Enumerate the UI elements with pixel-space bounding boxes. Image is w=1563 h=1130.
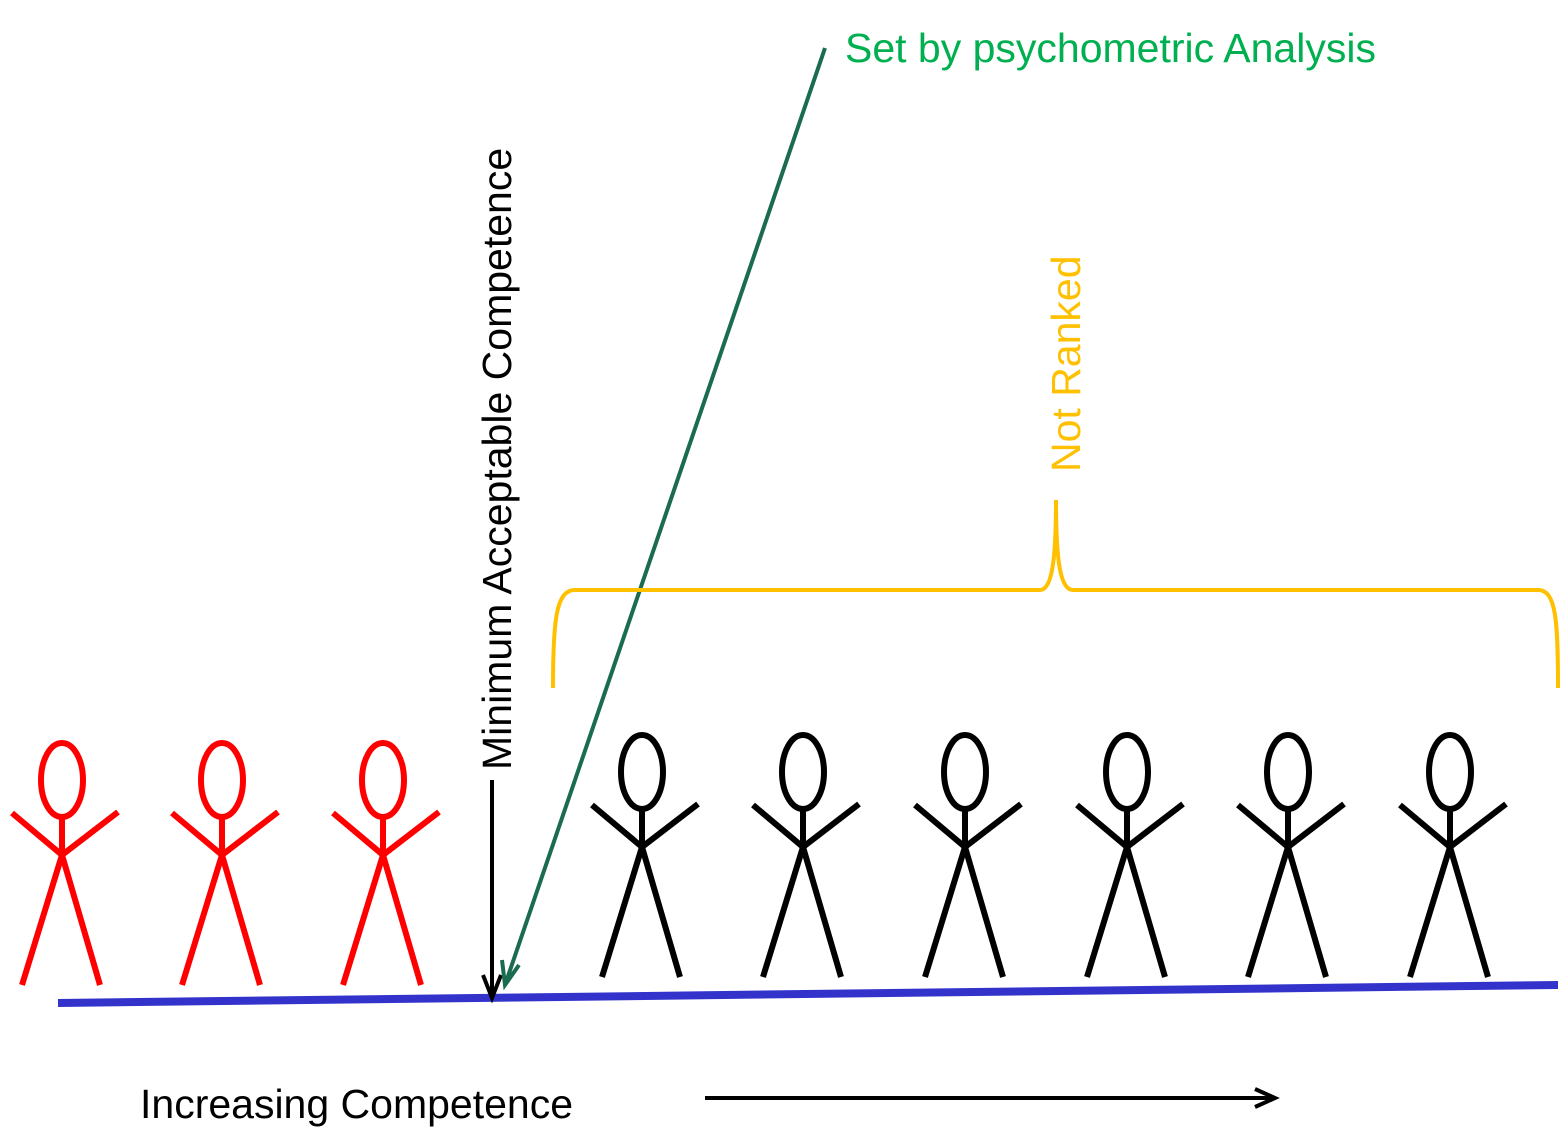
not-ranked-label: Not Ranked <box>1043 255 1089 472</box>
brace <box>551 499 1560 689</box>
stick-figure <box>1238 735 1344 977</box>
stick-figure <box>592 735 698 977</box>
axis-arrowhead <box>1254 1087 1280 1109</box>
stick-figure <box>1077 735 1183 977</box>
stick-figure <box>12 743 118 985</box>
psychometric-label: Set by psychometric Analysis <box>845 25 1376 71</box>
threshold-arrowhead <box>481 974 503 1004</box>
stick-figure <box>172 743 278 985</box>
competence-line <box>57 981 1559 1007</box>
stick-figure <box>333 743 439 985</box>
stick-figure <box>1400 735 1506 977</box>
pointer-arrow <box>504 47 827 983</box>
figures-below <box>12 743 439 985</box>
threshold-label: Minimum Acceptable Competence <box>474 148 520 770</box>
stick-figure <box>915 735 1021 977</box>
stick-figure <box>753 735 859 977</box>
axis-label: Increasing Competence <box>140 1081 573 1127</box>
pointer-arrowhead <box>500 959 521 991</box>
figures-above <box>592 735 1506 977</box>
